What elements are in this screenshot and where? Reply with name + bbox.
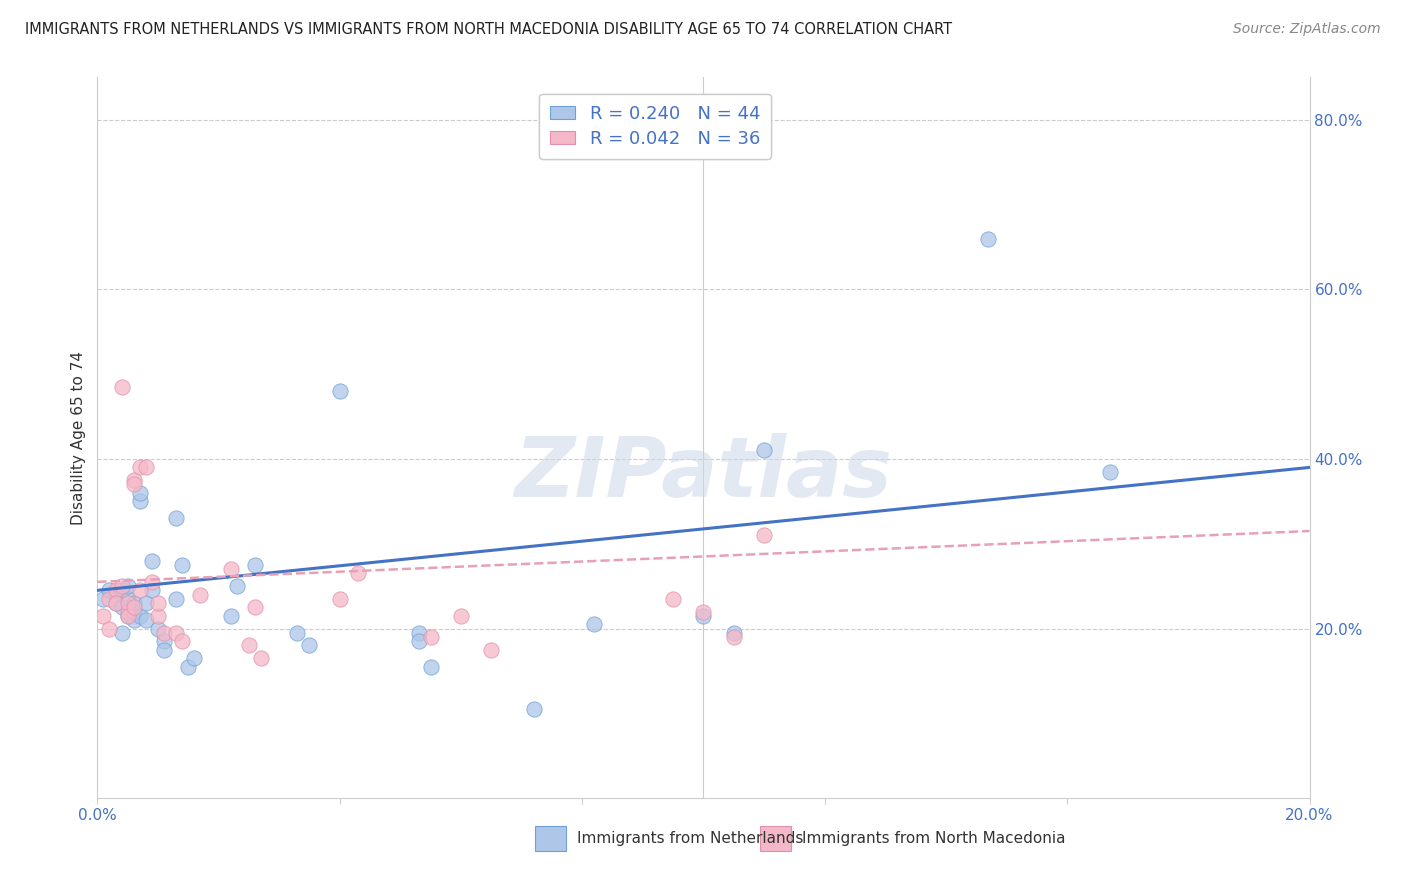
Point	[141, 583, 163, 598]
Point	[117, 591, 139, 606]
Text: Source: ZipAtlas.com: Source: ZipAtlas.com	[1233, 22, 1381, 37]
Point	[479, 642, 502, 657]
Text: ZIPatlas: ZIPatlas	[515, 434, 893, 515]
Text: Immigrants from Netherlands: Immigrants from Netherlands	[576, 830, 803, 846]
Point	[662, 591, 685, 606]
Point	[104, 583, 127, 598]
Point	[408, 625, 430, 640]
Point	[110, 579, 132, 593]
Point	[104, 588, 127, 602]
Point	[128, 486, 150, 500]
Point	[117, 608, 139, 623]
Point	[183, 651, 205, 665]
Point	[165, 591, 187, 606]
Point	[122, 596, 145, 610]
Point	[419, 659, 441, 673]
Point	[583, 617, 606, 632]
Point	[419, 630, 441, 644]
Point	[122, 605, 145, 619]
Point	[117, 605, 139, 619]
Point	[347, 566, 370, 581]
Point	[117, 596, 139, 610]
Point	[93, 591, 115, 606]
Point	[408, 634, 430, 648]
Point	[177, 659, 200, 673]
Point	[450, 608, 472, 623]
Point	[128, 583, 150, 598]
Point	[523, 702, 546, 716]
Point	[128, 460, 150, 475]
Point	[117, 608, 139, 623]
Point	[122, 473, 145, 487]
Legend: R = 0.240   N = 44, R = 0.042   N = 36: R = 0.240 N = 44, R = 0.042 N = 36	[538, 94, 770, 159]
Point	[219, 608, 242, 623]
Point	[723, 630, 745, 644]
Point	[172, 634, 194, 648]
Point	[219, 562, 242, 576]
Point	[238, 639, 260, 653]
Point	[98, 622, 121, 636]
Point	[122, 477, 145, 491]
Point	[692, 608, 714, 623]
Point	[122, 613, 145, 627]
Point	[110, 380, 132, 394]
Point	[1098, 465, 1121, 479]
Point	[146, 596, 169, 610]
Text: IMMIGRANTS FROM NETHERLANDS VS IMMIGRANTS FROM NORTH MACEDONIA DISABILITY AGE 65: IMMIGRANTS FROM NETHERLANDS VS IMMIGRANT…	[25, 22, 952, 37]
Point	[225, 579, 247, 593]
Point	[135, 460, 157, 475]
Point	[98, 591, 121, 606]
Point	[723, 625, 745, 640]
Point	[117, 579, 139, 593]
Point	[135, 613, 157, 627]
Point	[298, 639, 321, 653]
Text: Immigrants from North Macedonia: Immigrants from North Macedonia	[801, 830, 1066, 846]
Point	[128, 608, 150, 623]
Point	[104, 596, 127, 610]
Point	[110, 583, 132, 598]
Point	[93, 608, 115, 623]
Point	[135, 596, 157, 610]
Point	[692, 605, 714, 619]
Point	[250, 651, 273, 665]
Point	[128, 494, 150, 508]
Point	[110, 600, 132, 615]
Point	[122, 600, 145, 615]
Point	[141, 574, 163, 589]
Point	[110, 625, 132, 640]
Point	[977, 231, 1000, 245]
Point	[98, 583, 121, 598]
Point	[752, 443, 775, 458]
Point	[285, 625, 308, 640]
Point	[153, 634, 176, 648]
Point	[165, 511, 187, 525]
Point	[190, 588, 212, 602]
Point	[752, 528, 775, 542]
Point	[329, 384, 352, 398]
Y-axis label: Disability Age 65 to 74: Disability Age 65 to 74	[72, 351, 86, 524]
Point	[243, 600, 266, 615]
Point	[146, 608, 169, 623]
Point	[141, 554, 163, 568]
Point	[243, 558, 266, 572]
Point	[329, 591, 352, 606]
Point	[104, 596, 127, 610]
Point	[172, 558, 194, 572]
Point	[146, 622, 169, 636]
Point	[153, 642, 176, 657]
Point	[165, 625, 187, 640]
Point	[153, 625, 176, 640]
